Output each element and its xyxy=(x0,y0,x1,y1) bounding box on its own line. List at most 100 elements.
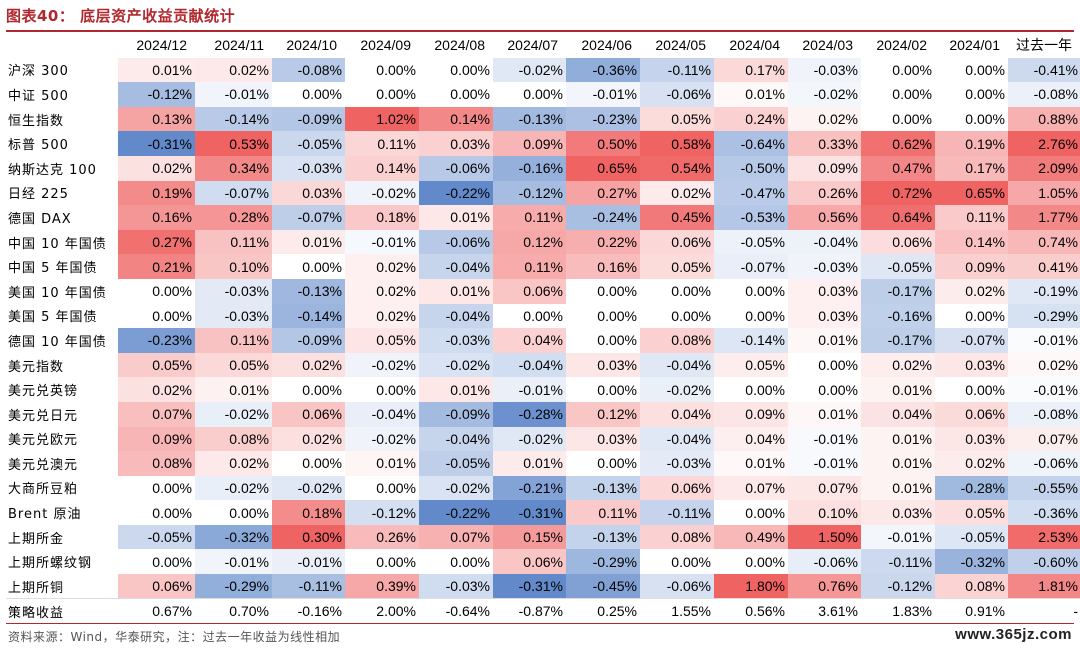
heat-cell: -0.45% xyxy=(566,574,640,599)
table-row: 美元兑英镑 0.02% 0.01% 0.00% 0.00% 0.01% -0.01% 0.00… xyxy=(6,377,1080,402)
heat-cell: 0.00% xyxy=(935,57,1008,83)
heat-cell: -0.13% xyxy=(272,278,345,304)
row-label: 德国 DAX xyxy=(8,211,72,227)
chart-title: 图表40： 底层资产收益贡献统计 xyxy=(6,7,236,25)
row-label: 美元指数 xyxy=(8,359,65,375)
heat-cell: 0.06% xyxy=(861,229,935,255)
heat-cell: 0.08% xyxy=(640,524,714,550)
heat-cell: 1.77% xyxy=(1008,205,1080,230)
heat-cell: -0.09% xyxy=(272,106,345,132)
heat-cell: -0.19% xyxy=(1008,278,1080,304)
table-row: 中证 500 -0.12% -0.01% 0.00% 0.00% 0.00% 0.00% -0… xyxy=(6,82,1080,107)
heat-cell: 0.02% xyxy=(272,426,345,452)
heat-cell: 0.02% xyxy=(935,451,1008,476)
heat-cell: -0.01% xyxy=(195,82,272,107)
heat-cell: 0.04% xyxy=(493,328,566,353)
heat-cell: 0.62% xyxy=(861,131,935,156)
heat-cell: 0.02% xyxy=(195,57,272,83)
heat-cell: 0.04% xyxy=(861,401,935,427)
heat-cell: -0.08% xyxy=(1008,82,1080,107)
heat-cell: -0.01% xyxy=(1008,377,1080,402)
heat-cell: -0.02% xyxy=(419,475,493,501)
heat-cell: 0.01% xyxy=(788,328,861,353)
heat-cell: -0.11% xyxy=(640,57,714,83)
heat-cell: -0.01% xyxy=(788,451,861,476)
heat-cell: -0.03% xyxy=(272,155,345,181)
heat-cell: -0.01% xyxy=(272,549,345,575)
heat-cell: 0.00% xyxy=(566,278,640,304)
heat-cell: 0.09% xyxy=(118,426,195,452)
heat-cell: 0.00% xyxy=(861,106,935,132)
heat-cell: 0.02% xyxy=(788,106,861,132)
table-row: 上期所螺纹钢 0.00% -0.01% -0.01% 0.00% 0.00% 0.06% -0… xyxy=(6,549,1080,575)
heat-cell: 0.00% xyxy=(345,377,419,402)
heat-cell: 0.09% xyxy=(788,155,861,181)
heat-cell: 0.00% xyxy=(345,82,419,107)
row-label: 沪深 300 xyxy=(8,64,69,80)
heat-cell: -0.12% xyxy=(861,574,935,599)
heat-cell: 0.11% xyxy=(493,254,566,279)
heat-cell: 0.01% xyxy=(788,401,861,427)
heat-cell: 0.00% xyxy=(272,254,345,279)
total-cell: -0.87% xyxy=(493,598,566,624)
heat-cell: -0.23% xyxy=(118,328,195,353)
heat-cell: 0.00% xyxy=(345,57,419,83)
title-bar: 图表40： 底层资产收益贡献统计 xyxy=(6,4,1074,32)
heat-cell: -0.06% xyxy=(419,229,493,255)
row-label: 美元兑澳元 xyxy=(8,457,79,473)
row-label: 中国 10 年国债 xyxy=(8,236,107,252)
heat-cell: 0.16% xyxy=(118,205,195,230)
heat-cell: 0.00% xyxy=(640,549,714,575)
heat-cell: 0.02% xyxy=(935,278,1008,304)
heat-cell: 0.00% xyxy=(419,57,493,83)
heat-cell: 0.16% xyxy=(566,254,640,279)
heat-cell: -0.05% xyxy=(118,524,195,550)
heat-cell: 0.14% xyxy=(345,155,419,181)
heat-cell: 0.05% xyxy=(195,352,272,378)
heat-cell: 0.53% xyxy=(195,131,272,156)
heat-cell: 0.07% xyxy=(1008,426,1080,452)
heat-cell: 0.00% xyxy=(566,303,640,329)
table-row: 纳斯达克 100 0.02% 0.34% -0.03% 0.14% -0.06% -0.16… xyxy=(6,155,1080,181)
heat-cell: -0.05% xyxy=(861,254,935,279)
heat-cell: -0.04% xyxy=(419,254,493,279)
heat-cell: 0.08% xyxy=(935,574,1008,599)
heat-cell: 0.01% xyxy=(714,82,788,107)
heat-cell: -0.31% xyxy=(493,574,566,599)
row-label: 上期所铜 xyxy=(8,580,65,596)
heat-cell: 0.00% xyxy=(195,500,272,525)
heat-cell: -0.17% xyxy=(861,278,935,304)
heat-cell: -0.02% xyxy=(493,426,566,452)
heat-cell: -0.06% xyxy=(640,82,714,107)
heat-cell: -0.06% xyxy=(1008,451,1080,476)
heat-cell: 0.08% xyxy=(195,426,272,452)
heat-cell: 0.11% xyxy=(345,131,419,156)
heat-cell: 0.07% xyxy=(419,524,493,550)
heat-cell: 0.18% xyxy=(272,500,345,525)
heat-cell: 0.06% xyxy=(118,574,195,599)
table-row: 美元指数 0.05% 0.05% 0.02% -0.02% -0.02% -0.04% 0.0… xyxy=(6,352,1080,378)
column-header: 2024/04 xyxy=(729,37,780,54)
table-row: 恒生指数 0.13% -0.14% -0.09% 1.02% 0.14% -0.13% -0.… xyxy=(6,106,1080,132)
heat-cell: 0.00% xyxy=(714,500,788,525)
heat-cell: -0.28% xyxy=(493,401,566,427)
heat-cell: 2.76% xyxy=(1008,131,1080,156)
table-row: 标普 500 -0.31% 0.53% -0.05% 0.11% 0.03% 0.09% 0.… xyxy=(6,131,1080,156)
heat-cell: 0.01% xyxy=(714,451,788,476)
table-row: 美元兑澳元 0.08% 0.02% 0.00% 0.01% -0.05% 0.01% 0.00… xyxy=(6,451,1080,476)
table-row: 美国 5 年国债 0.00% -0.03% -0.14% 0.02% -0.04% 0.00… xyxy=(6,303,1080,329)
heat-cell: -0.14% xyxy=(272,303,345,329)
row-label: 美元兑英镑 xyxy=(8,384,79,400)
heat-cell: 0.26% xyxy=(788,180,861,206)
column-header: 2024/05 xyxy=(655,37,706,54)
heat-cell: 0.01% xyxy=(861,377,935,402)
heat-cell: -0.08% xyxy=(272,57,345,83)
total-cell: 0.67% xyxy=(118,598,195,624)
heat-cell: 0.28% xyxy=(195,205,272,230)
heat-cell: 0.07% xyxy=(714,475,788,501)
row-label: 美元兑日元 xyxy=(8,408,79,424)
heat-cell: 0.09% xyxy=(714,401,788,427)
heat-cell: 0.08% xyxy=(118,451,195,476)
heat-cell: 0.00% xyxy=(272,451,345,476)
row-label: 中证 500 xyxy=(8,88,69,104)
